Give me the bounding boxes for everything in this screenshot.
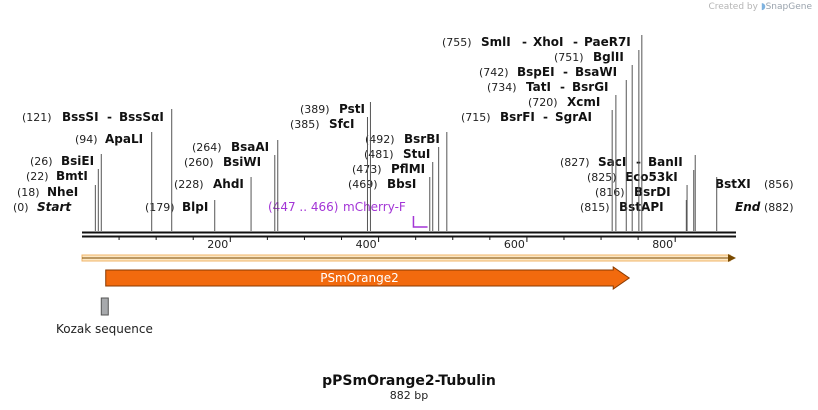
site-name-xcmi[interactable]: XcmI <box>567 95 600 109</box>
site-pos-ahdi: (228) <box>174 178 204 191</box>
site-pos-saci: (827) <box>560 156 590 169</box>
site-pos-nhei: (18) <box>17 186 40 199</box>
site-name-xhoi[interactable]: XhoI <box>533 35 564 49</box>
site-name-paer7i[interactable]: PaeR7I <box>584 35 631 49</box>
tick-label-600: 600 <box>504 238 525 251</box>
site-name-ahdi[interactable]: AhdI <box>213 177 244 191</box>
site-pos-xcmi: (720) <box>528 96 558 109</box>
site-pos-bsssi: (121) <box>22 111 52 124</box>
site-name-sgrai[interactable]: SgrAI <box>555 110 592 124</box>
site-pos-pflmi: (473) <box>352 163 382 176</box>
svg-text:-: - <box>573 35 578 49</box>
site-pos-tati: (734) <box>487 81 517 94</box>
site-name-psti[interactable]: PstI <box>339 102 365 116</box>
site-pos-bglii: (751) <box>554 51 584 64</box>
site-name-bsrbi[interactable]: BsrBI <box>404 132 440 146</box>
feature-label-kozak: Kozak sequence <box>56 322 153 336</box>
svg-text:-: - <box>107 110 112 124</box>
site-name-bsrdi[interactable]: BsrDI <box>634 185 671 199</box>
sequence-direction-bar <box>81 254 736 262</box>
ruler-ticks: 200 400 600 800 <box>118 237 676 251</box>
svg-text:-: - <box>560 80 565 94</box>
feature-label-psmorange2: PSmOrange2 <box>320 271 399 285</box>
credit-prefix: Created by <box>708 2 758 12</box>
site-pos-psti: (389) <box>300 103 330 116</box>
site-name-tati[interactable]: TatI <box>526 80 551 94</box>
primer-range: (447 .. 466) <box>268 200 338 214</box>
svg-text:-: - <box>543 110 548 124</box>
site-pos-stui: (481) <box>364 148 394 161</box>
site-name-pflmi[interactable]: PflMI <box>391 162 425 176</box>
site-name-bglii[interactable]: BglII <box>593 50 624 64</box>
map-length: 882 bp <box>390 389 428 402</box>
feature-kozak[interactable] <box>100 297 109 316</box>
site-name-eco53ki[interactable]: Eco53kI <box>625 170 678 184</box>
site-pos-bsiei: (26) <box>30 155 53 168</box>
site-pos-smli: (755) <box>442 36 472 49</box>
site-pos-bstapi: (815) <box>580 201 610 214</box>
site-name-bsiei[interactable]: BsiEI <box>61 154 94 168</box>
site-pos-bsrbi: (492) <box>365 133 395 146</box>
site-name-banii[interactable]: BanII <box>648 155 683 169</box>
site-pos-bsrdi: (816) <box>595 186 625 199</box>
site-name-nhei[interactable]: NheI <box>47 185 78 199</box>
site-name-blpi[interactable]: BlpI <box>182 200 208 214</box>
start-label: Start <box>37 200 72 214</box>
site-lines <box>94 35 718 231</box>
site-pos-bsrfi: (715) <box>461 111 491 124</box>
end-position: (882) <box>764 201 794 214</box>
site-name-apali[interactable]: ApaLI <box>105 132 143 146</box>
site-name-bstapi[interactable]: BstAPI <box>619 200 664 214</box>
site-name-bstxi[interactable]: BstXI <box>715 177 751 191</box>
site-pos-eco53ki: (825) <box>587 171 617 184</box>
site-pos-bstxi: (856) <box>764 178 794 191</box>
site-name-bbsi[interactable]: BbsI <box>387 177 416 191</box>
left-labels: (0) Start (18) NheI (22) BmtI (26) BsiEI… <box>13 102 440 214</box>
credit-brand: SnapGene <box>765 2 812 12</box>
site-pos-apali: (94) <box>75 133 98 146</box>
site-name-smli[interactable]: SmlI <box>481 35 511 49</box>
site-pos-bsaai: (264) <box>192 141 222 154</box>
start-position: (0) <box>13 201 29 214</box>
site-pos-sfci: (385) <box>290 118 320 131</box>
site-name-bsssi[interactable]: BssSI <box>62 110 99 124</box>
site-name-bsrfi[interactable]: BsrFI <box>500 110 535 124</box>
site-name-bsiwi[interactable]: BsiWI <box>223 155 261 169</box>
feature-psmorange2[interactable] <box>105 266 631 290</box>
map-title: pPSmOrange2-Tubulin <box>322 373 496 389</box>
site-name-bsawi[interactable]: BsaWI <box>575 65 617 79</box>
primer-arrow[interactable] <box>412 216 428 228</box>
site-name-bspei[interactable]: BspEI <box>517 65 555 79</box>
backbone <box>82 231 736 238</box>
end-label: End <box>735 200 761 214</box>
site-name-sfci[interactable]: SfcI <box>329 117 354 131</box>
snapgene-credit: Created by ◗SnapGene <box>708 2 812 12</box>
site-name-bsrgi[interactable]: BsrGI <box>572 80 609 94</box>
tick-label-200: 200 <box>207 238 228 251</box>
site-pos-bspei: (742) <box>479 66 509 79</box>
tick-label-400: 400 <box>356 238 377 251</box>
site-pos-bsiwi: (260) <box>184 156 214 169</box>
site-name-bsaai[interactable]: BsaAI <box>231 140 269 154</box>
tick-label-800: 800 <box>652 238 673 251</box>
site-name-bmti[interactable]: BmtI <box>56 169 88 183</box>
site-name-bsssai[interactable]: BssSαI <box>119 110 164 124</box>
site-name-stui[interactable]: StuI <box>403 147 430 161</box>
site-pos-bbsi: (469) <box>348 178 378 191</box>
site-pos-blpi: (179) <box>145 201 175 214</box>
svg-text:-: - <box>563 65 568 79</box>
primer-name[interactable]: mCherry-F <box>343 200 406 214</box>
site-pos-bmti: (22) <box>26 170 49 183</box>
svg-text:-: - <box>522 35 527 49</box>
snapgene-logo-icon: ◗ <box>760 2 766 12</box>
right-labels: (755) SmlI - XhoI - PaeR7I (751) BglII (… <box>442 35 794 214</box>
